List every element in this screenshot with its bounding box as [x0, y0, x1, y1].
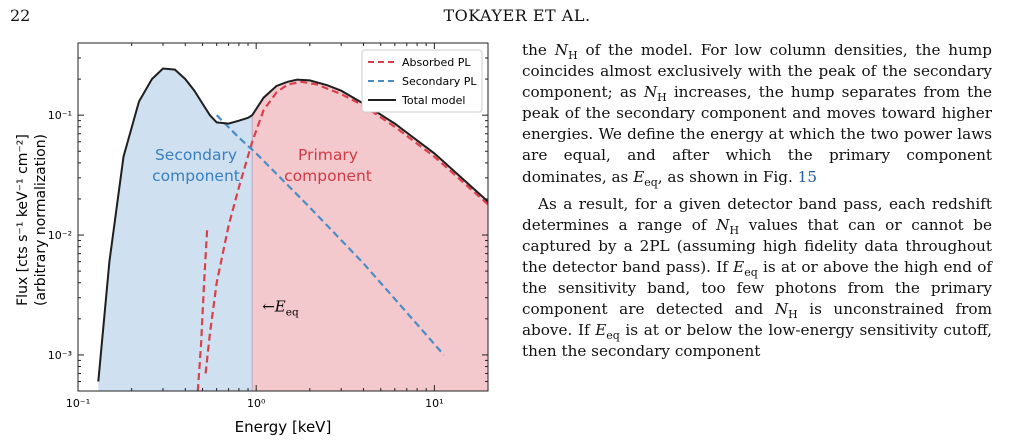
secondary-region-fill [98, 68, 253, 391]
y-tick-label: 10⁻² [48, 229, 72, 242]
y-tick-label: 10⁻¹ [48, 109, 72, 122]
y-tick-label: 10⁻³ [48, 349, 72, 362]
primary-region-fill [252, 79, 488, 391]
total-model-curve [97, 67, 488, 382]
x-tick-label: 10¹ [425, 397, 443, 410]
primary-component-label-line2: component [284, 167, 372, 185]
secondary-pl-curve [215, 114, 445, 356]
legend-label-total: Total model [401, 94, 465, 107]
y-axis-label: Flux [cts s⁻¹ keV⁻¹ cm⁻²] [15, 134, 31, 306]
spectrum-figure: 10⁻¹ 10⁰ 10¹ 10⁻³ 10⁻² 10⁻¹ Energy [keV]… [15, 42, 489, 436]
x-tick-label: 10⁰ [247, 397, 266, 410]
absorbed-pl-edge-spike [196, 230, 209, 391]
secondary-component-label-line2: component [152, 167, 240, 185]
x-tick-label: 10⁻¹ [66, 397, 90, 410]
primary-component-label: Primary [298, 146, 358, 164]
running-head: TOKAYER ET AL. [443, 6, 591, 25]
x-axis-label: Energy [keV] [235, 418, 332, 436]
e-eq-arrow: ← [262, 298, 275, 316]
plot-frame [77, 42, 489, 392]
legend-label-absorbed: Absorbed PL [402, 56, 471, 69]
absorbed-pl-curve [204, 80, 488, 374]
body-text-column: the NH of the model. For low column dens… [522, 40, 992, 362]
legend-label-secondary: Secondary PL [402, 75, 477, 88]
secondary-component-label: Secondary [155, 146, 237, 164]
e-eq-annotation: ←Eeq [262, 298, 299, 319]
legend: Absorbed PL Secondary PL Total model [361, 49, 483, 113]
page-number: 22 [10, 6, 31, 25]
paragraph-2: As a result, for a given detector band p… [522, 194, 993, 361]
figure-reference-link[interactable]: 15 [797, 167, 817, 186]
e-eq-symbol: E [274, 298, 286, 316]
paragraph-1: the NH of the model. For low column dens… [522, 41, 992, 189]
e-eq-subscript: eq [286, 307, 299, 319]
y-axis-sublabel: (arbitrary normalization) [33, 134, 49, 306]
